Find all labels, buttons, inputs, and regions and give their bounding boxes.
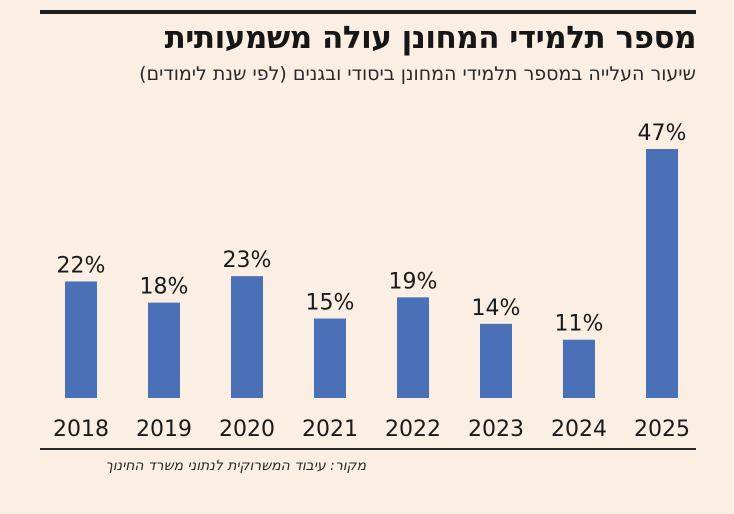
x-tick-2023: 2023 xyxy=(468,417,524,442)
data-label-2024: 11% xyxy=(555,312,604,337)
data-label-2025: 47% xyxy=(638,121,687,146)
bar-2021 xyxy=(314,318,346,398)
x-tick-2022: 2022 xyxy=(385,417,441,442)
x-tick-2019: 2019 xyxy=(136,417,192,442)
bar-2025 xyxy=(646,149,678,398)
data-label-2021: 15% xyxy=(306,291,355,316)
bar-2019 xyxy=(148,302,180,398)
chart-title: מספר תלמידי המחונן עולה משמעותית xyxy=(164,20,697,56)
x-tick-2021: 2021 xyxy=(302,417,358,442)
data-label-2023: 14% xyxy=(472,296,521,321)
data-label-2018: 22% xyxy=(57,253,106,278)
source-note: מקור: עיבוד המשרוקית לנתוני משרד החינוך xyxy=(105,458,366,474)
x-tick-2025: 2025 xyxy=(634,417,690,442)
x-tick-2018: 2018 xyxy=(53,417,109,442)
bar-2024 xyxy=(563,339,595,398)
bar-2023 xyxy=(480,323,512,398)
chart-subtitle: שיעור העלייה במספר תלמידי המחונן ביסודי … xyxy=(139,63,696,85)
data-label-2022: 19% xyxy=(389,269,438,294)
x-tick-2024: 2024 xyxy=(551,417,607,442)
top-rule xyxy=(40,10,696,14)
x-tick-2020: 2020 xyxy=(219,417,275,442)
bar-2020 xyxy=(231,276,263,398)
bar-2022 xyxy=(397,297,429,398)
source-rule xyxy=(40,448,696,450)
bar-2018 xyxy=(65,281,97,398)
data-label-2020: 23% xyxy=(223,248,272,273)
data-label-2019: 18% xyxy=(140,275,189,300)
